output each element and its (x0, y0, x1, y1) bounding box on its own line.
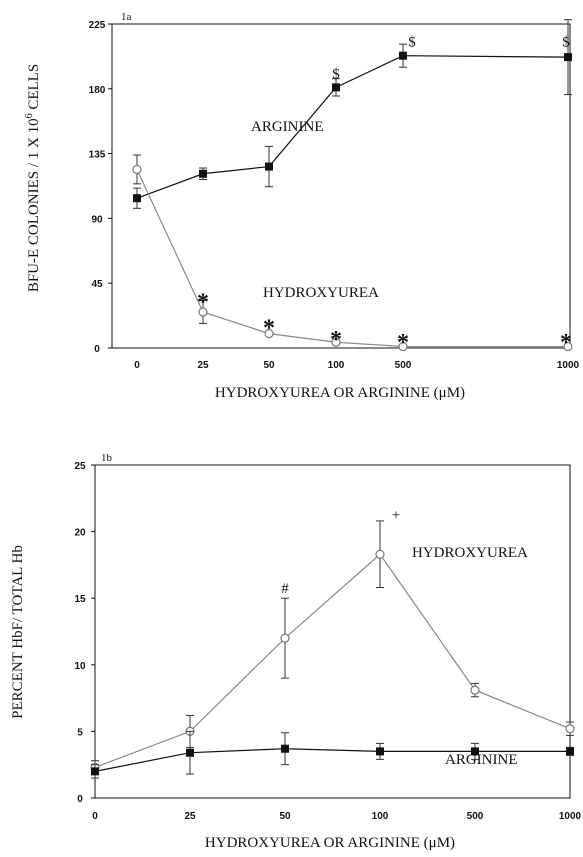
series-line-arginine (94, 748, 570, 772)
plot-frame-1b (94, 464, 571, 799)
data-point-hydroxyurea (563, 341, 573, 352)
significance-marker: # (281, 581, 289, 597)
data-point-arginine (399, 51, 407, 60)
plot-frame-1a (111, 23, 571, 349)
y-tick-label: 135 (89, 150, 106, 161)
data-point-arginine (281, 744, 289, 753)
significance-marker: * (560, 330, 572, 356)
significance-marker: $ (562, 35, 570, 51)
significance-marker: * (197, 290, 209, 316)
x-axis-title-main: HYDROXYUREA OR ARGININE ( (215, 385, 439, 401)
y-tick-label: 45 (91, 279, 103, 290)
data-point-arginine (186, 748, 194, 757)
x-axis-title-tail: M) (437, 835, 455, 851)
y-tick-label: 0 (94, 344, 100, 355)
data-point-hydroxyurea (264, 329, 274, 339)
y-tick-label: 15 (74, 594, 86, 605)
y-tick-label: 10 (74, 661, 86, 672)
series-line-hydroxyurea (136, 169, 568, 348)
series-label-hydroxyurea-1b: HYDROXYUREA (412, 545, 528, 561)
data-point-arginine (199, 169, 207, 178)
x-tick-label: 50 (279, 811, 291, 822)
panel-1a: 1a ARGININE HYDROXYUREA BFU-E COLONIES /… (24, 11, 571, 401)
data-point-arginine (265, 162, 273, 171)
x-tick-label: 500 (467, 811, 484, 822)
data-point-arginine (133, 194, 141, 203)
series-label-hydroxyurea: HYDROXYUREA (263, 285, 379, 301)
y-tick-label: 225 (89, 20, 106, 31)
y-tick-label: 5 (77, 727, 83, 738)
x-tick-label: 1000 (559, 811, 582, 822)
x-tick-label: 25 (184, 811, 196, 822)
series-line-hydroxyurea (94, 553, 571, 768)
x-axis-title-1b: HYDROXYUREA OR ARGININE (μM) (205, 835, 455, 851)
data-point-arginine (564, 53, 572, 62)
y-tick-label: 180 (89, 85, 106, 96)
series-line-arginine (136, 55, 569, 199)
x-tick-label: 500 (395, 360, 412, 371)
significance-marker: $ (332, 66, 340, 82)
panel-label-1b: 1b (101, 452, 113, 464)
panel-1b-marks: 0 5 10 15 20 25 0 25 50 100 500 1000 # + (74, 461, 581, 822)
data-point-hydroxyurea (132, 164, 142, 175)
data-point-hydroxyurea (198, 307, 208, 317)
y-axis-title-sup: 6 (24, 113, 35, 118)
y-tick-label: 25 (74, 461, 86, 472)
x-axis-title-main: HYDROXYUREA OR ARGININE ( (205, 835, 429, 851)
data-point-arginine (332, 83, 340, 92)
x-tick-label: 0 (134, 360, 140, 371)
x-axis-title-tail: M) (447, 385, 465, 401)
significance-marker: * (397, 330, 409, 356)
y-axis-title-1b: PERCENT HbF/ TOTAL Hb (10, 545, 26, 719)
x-tick-label: 0 (92, 811, 98, 822)
x-tick-label: 25 (197, 360, 209, 371)
y-axis-title-1a: BFU-E COLONIES / 1 X 106 CELLS (24, 64, 42, 292)
y-axis-title-tail: CELLS (26, 64, 42, 114)
data-point-hydroxyurea (331, 337, 341, 347)
y-tick-label: 90 (91, 214, 103, 225)
data-point-hydroxyurea (565, 724, 575, 734)
data-point-arginine (91, 767, 99, 776)
panel-label-1a: 1a (121, 11, 132, 23)
data-point-arginine (376, 747, 384, 756)
data-point-hydroxyurea (470, 685, 480, 695)
x-axis-title-mu: μ (439, 385, 447, 401)
x-tick-label: 1000 (557, 360, 580, 371)
data-point-hydroxyurea (280, 633, 290, 643)
significance-marker: + (392, 508, 400, 524)
panel-1a-marks: 0 45 90 135 180 225 0 25 50 100 500 1000 $ $ $ * * * * * (89, 19, 580, 371)
y-tick-label: 20 (74, 528, 86, 539)
x-tick-label: 100 (372, 811, 389, 822)
series-label-arginine: ARGININE (251, 119, 324, 135)
series-label-arginine-1b: ARGININE (445, 752, 518, 768)
panel-1b: 1b HYDROXYUREA ARGININE PERCENT HbF/ TOT… (10, 452, 571, 851)
x-axis-title-1a: HYDROXYUREA OR ARGININE (μM) (215, 385, 465, 401)
significance-marker: * (263, 316, 275, 342)
y-tick-label: 0 (77, 794, 83, 805)
x-tick-label: 100 (328, 360, 345, 371)
data-point-arginine (566, 747, 574, 756)
data-point-hydroxyurea (398, 341, 408, 352)
y-axis-title-main: BFU-E COLONIES / 1 X 10 (26, 118, 42, 292)
significance-marker: * (330, 327, 342, 353)
data-point-arginine (471, 747, 479, 756)
significance-marker: $ (408, 35, 416, 51)
x-axis-title-mu: μ (429, 835, 437, 851)
data-point-hydroxyurea (375, 549, 385, 559)
x-tick-label: 50 (263, 360, 275, 371)
